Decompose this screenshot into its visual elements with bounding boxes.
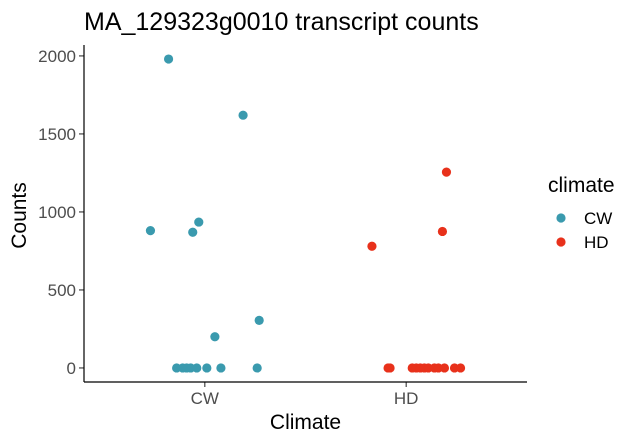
data-point-hd <box>385 363 395 373</box>
data-point-cw <box>145 226 156 236</box>
x-tick-label: HD <box>394 389 419 408</box>
x-tick-label: CW <box>191 389 219 408</box>
data-point-cw <box>194 217 204 227</box>
legend-label: CW <box>584 209 612 228</box>
data-point-cw <box>216 363 226 373</box>
legend-label: HD <box>584 233 609 252</box>
data-point-hd <box>437 226 448 237</box>
data-point-cw <box>202 363 212 373</box>
x-axis-title: Climate <box>270 411 341 434</box>
chart-title: MA_129323g0010 transcript counts <box>84 8 479 36</box>
data-points <box>145 54 466 373</box>
data-point-cw <box>188 227 198 237</box>
y-tick-label: 1000 <box>38 203 76 222</box>
data-point-cw <box>210 332 220 342</box>
y-axis-ticks: 0 500 1000 1500 2000 <box>38 47 84 378</box>
data-point-cw <box>238 110 248 120</box>
data-point-hd <box>455 363 466 373</box>
x-axis-ticks: CW HD <box>191 382 419 408</box>
y-tick-label: 500 <box>48 281 76 300</box>
data-point-hd <box>441 167 452 177</box>
data-point-cw <box>163 54 174 64</box>
data-point-cw <box>252 363 262 373</box>
data-point-cw <box>254 315 264 325</box>
data-point-hd <box>367 241 377 251</box>
y-tick-label: 1500 <box>38 125 76 144</box>
data-point-hd <box>439 363 450 373</box>
y-tick-label: 0 <box>67 359 76 378</box>
legend-title: climate <box>548 174 615 197</box>
legend-key-cw <box>556 213 566 223</box>
data-point-cw <box>192 363 202 373</box>
y-tick-label: 2000 <box>38 47 76 66</box>
legend: climate CW HD <box>548 174 615 252</box>
legend-key-hd <box>556 237 566 247</box>
y-axis-title: Counts <box>8 182 31 249</box>
